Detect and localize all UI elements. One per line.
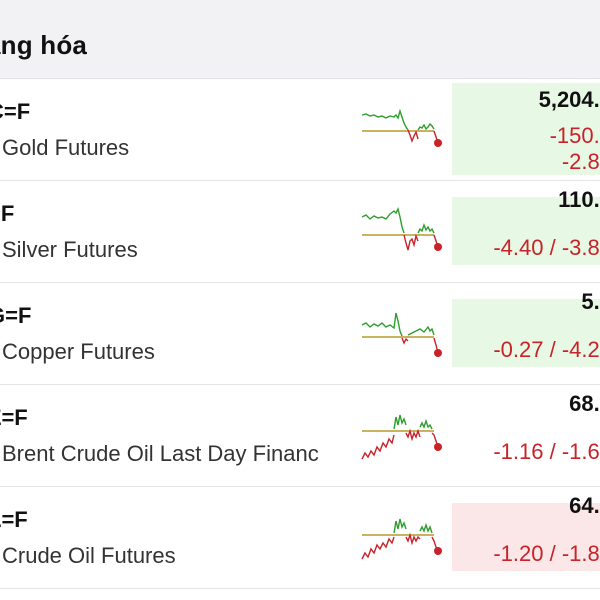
price-value: 68.4: [569, 391, 600, 416]
instrument-name: Silver Futures: [2, 237, 138, 262]
price-value: 5,204.4: [538, 87, 600, 112]
section-title: ang hóa: [0, 30, 88, 60]
ticker-symbol: C=F: [0, 99, 31, 124]
quote-box: 68.4 -1.16 / -1.67: [452, 391, 600, 469]
list-item[interactable]: L=F Crude Oil Futures 64.2 -1.20 / -1.83: [0, 487, 600, 589]
instrument-name: Crude Oil Futures: [2, 543, 176, 568]
quote-box: 110.6 -4.40 / -3.85: [452, 187, 600, 265]
price-value: 64.2: [569, 493, 600, 518]
section-header: ang hóa: [0, 0, 600, 78]
instrument-name: Gold Futures: [2, 135, 130, 160]
price-value: 110.6: [558, 187, 600, 212]
row-divider: [0, 282, 600, 283]
list-item[interactable]: G=F Copper Futures 5.9 -0.27 / -4.28: [0, 283, 600, 385]
sparkline-chart: [361, 108, 442, 147]
change-percent: -2.81: [561, 149, 600, 174]
quote-box: 5,204.4 -150.4 -2.81: [452, 83, 600, 175]
sparkline-chart: [361, 518, 442, 560]
list-item[interactable]: C=F Gold Futures 5,204.4 -150.4 -2.81: [0, 79, 600, 181]
ticker-symbol: L=F: [0, 507, 28, 532]
row-divider: [0, 486, 600, 487]
price-value: 5.9: [581, 289, 600, 314]
list-item[interactable]: =F Silver Futures 110.6 -4.40 / -3.85: [0, 181, 600, 283]
change-value: -4.40 / -3.85: [493, 235, 600, 260]
row-divider: [0, 588, 600, 589]
row-divider: [0, 384, 600, 385]
change-value: -150.4: [549, 123, 600, 148]
row-divider: [0, 180, 600, 181]
quote-box: 5.9 -0.27 / -4.28: [452, 289, 600, 367]
instrument-name: Brent Crude Oil Last Day Financ: [2, 441, 319, 466]
sparkline-chart: [361, 312, 442, 357]
sparkline-chart: [361, 414, 442, 460]
ticker-symbol: Z=F: [0, 405, 28, 430]
list-item[interactable]: Z=F Brent Crude Oil Last Day Financ 68.4…: [0, 385, 600, 487]
change-value: -1.20 / -1.83: [493, 541, 600, 566]
change-value: -0.27 / -4.28: [493, 337, 600, 362]
header-divider: [0, 78, 600, 79]
ticker-symbol: =F: [0, 201, 15, 226]
instrument-name: Copper Futures: [2, 339, 155, 364]
sparkline-chart: [361, 206, 442, 251]
change-value: -1.16 / -1.67: [493, 439, 600, 464]
quote-box: 64.2 -1.20 / -1.83: [452, 493, 600, 571]
ticker-symbol: G=F: [0, 303, 32, 328]
